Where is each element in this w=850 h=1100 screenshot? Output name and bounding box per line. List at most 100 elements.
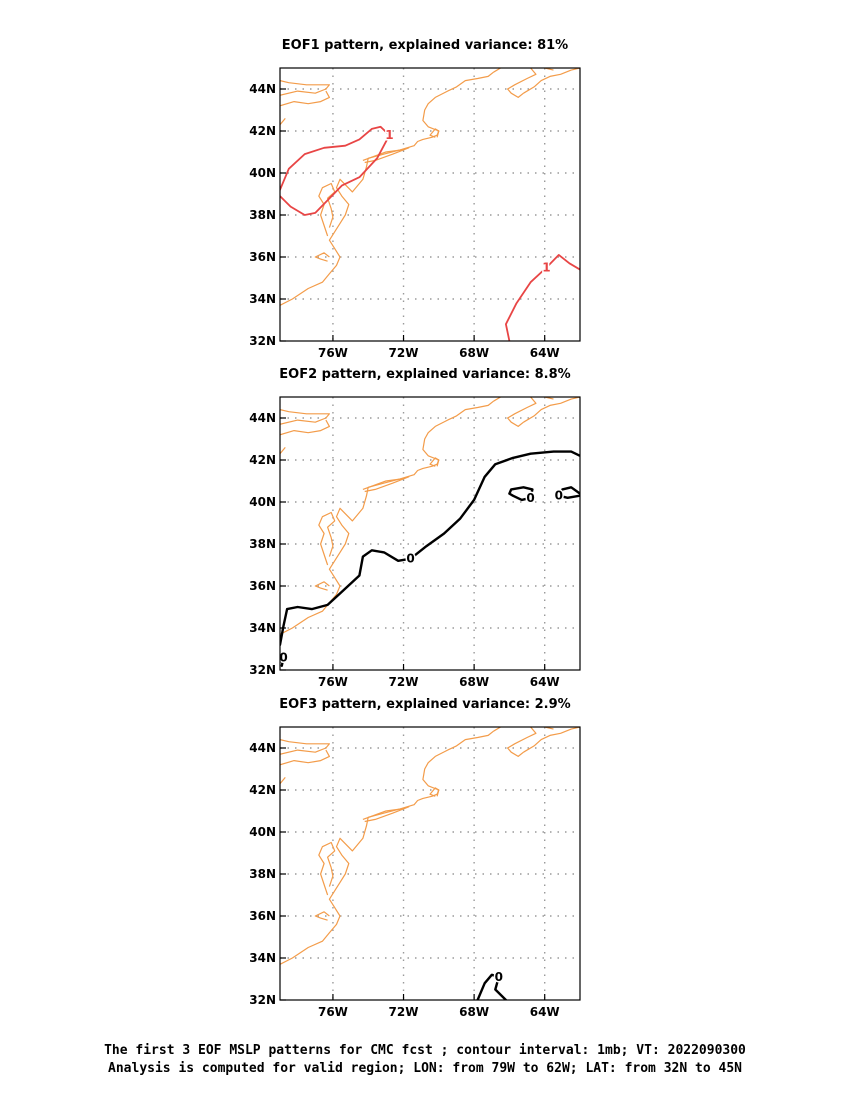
eof2-coastline — [280, 409, 330, 425]
eof3-coastline — [429, 787, 440, 797]
eof3-gridlines — [280, 727, 580, 1000]
eof3-ytick-label: 40N — [249, 825, 276, 839]
eof2-coastline — [280, 447, 286, 455]
eof3-coastline — [280, 739, 330, 755]
eof3-ytick-label: 44N — [249, 741, 276, 755]
eof2-coastline — [429, 457, 440, 467]
eof2-ytick-label: 44N — [249, 411, 276, 425]
eof2-gridlines — [280, 397, 580, 670]
eof3-title: EOF3 pattern, explained variance: 2.9% — [279, 697, 570, 712]
eof1-xtick-label: 72W — [389, 346, 419, 360]
eof1-contour-line — [505, 254, 580, 341]
eof3-coastline — [280, 730, 494, 965]
eof2-coastlines — [280, 397, 580, 635]
eof3-coastline — [314, 911, 330, 921]
eof1-title: EOF1 pattern, explained variance: 81% — [282, 38, 568, 53]
eof1-contour-line — [280, 125, 391, 216]
eof1-coastline — [493, 68, 501, 73]
eof2-panel: EOF2 pattern, explained variance: 8.8% 0 0… — [249, 367, 581, 689]
eof1-ytick-label: 32N — [249, 334, 276, 348]
eof2-xtick-label: 76W — [318, 675, 348, 689]
eof3-ytick-label: 42N — [249, 783, 276, 797]
eof2-contour-line — [557, 486, 580, 499]
eof1-xtick-label: 64W — [530, 346, 560, 360]
eof1-coastline — [280, 118, 286, 126]
eof3-xtick-label: 68W — [459, 1005, 489, 1019]
eof3-coastline — [318, 841, 336, 896]
eof2-contour-line — [280, 450, 580, 646]
eof3-coastlines — [280, 727, 580, 965]
eof1-coastline — [280, 90, 330, 107]
eof2-ytick-label: 32N — [249, 663, 276, 677]
eof3-coastline — [362, 806, 410, 823]
eof1-coastlines — [280, 68, 580, 306]
eof2-coastline — [318, 511, 336, 566]
eof2-contour-line — [508, 486, 534, 502]
eof3-coastline — [507, 727, 537, 757]
eof3-contour-label: 0 — [495, 970, 503, 984]
eof2-contour-label: 0 — [555, 489, 563, 503]
eof2-coastline — [362, 476, 410, 493]
eof2-frame — [279, 396, 581, 671]
eof2-contour-label: 0 — [526, 491, 534, 505]
eof2-ytick-label: 42N — [249, 453, 276, 467]
eof3-ytick-label: 34N — [249, 951, 276, 965]
eof1-xtick-label: 68W — [459, 346, 489, 360]
eof2-coastline — [523, 397, 580, 423]
eof1-panel: EOF1 pattern, explained variance: 81% 1 1 7… — [249, 38, 581, 360]
eof1-ytick-label: 36N — [249, 250, 276, 264]
eof1-coastline — [280, 71, 494, 306]
eof1-contours — [280, 125, 580, 341]
eof1-coastline — [280, 80, 330, 96]
eof3-xtick-label: 76W — [318, 1005, 348, 1019]
eof1-ytick-label: 44N — [249, 82, 276, 96]
eof3-coastline — [280, 777, 286, 785]
eof1-coastline — [318, 182, 336, 237]
eof1-coastline — [314, 252, 330, 262]
figure-caption-line2: Analysis is computed for valid region; L… — [108, 1061, 742, 1076]
eof2-contour-label: 0 — [279, 650, 287, 664]
eof1-coastline — [523, 68, 580, 94]
eof1-coastline — [507, 68, 537, 98]
eof3-xtick-label: 64W — [530, 1005, 560, 1019]
eof1-xtick-label: 76W — [318, 346, 348, 360]
eof2-contour-line — [280, 656, 285, 667]
eof3-coastline — [280, 749, 330, 766]
eof2-coastline — [280, 419, 330, 436]
eof1-ytick-label: 38N — [249, 208, 276, 222]
eof1-ytick-label: 42N — [249, 124, 276, 138]
eof2-contour-label: 0 — [406, 552, 414, 566]
eof2-ytick-label: 40N — [249, 495, 276, 509]
eof1-frame — [279, 67, 581, 342]
eof1-ytick-label: 34N — [249, 292, 276, 306]
eof1-gridlines — [280, 68, 580, 341]
eof2-title: EOF2 pattern, explained variance: 8.8% — [279, 367, 570, 382]
eof3-contour-line — [476, 973, 508, 1000]
eof2-xtick-label: 64W — [530, 675, 560, 689]
eof3-panel: EOF3 pattern, explained variance: 2.9% 0 7… — [249, 697, 581, 1019]
eof2-xtick-label: 68W — [459, 675, 489, 689]
eof1-ytick-label: 40N — [249, 166, 276, 180]
eof3-ytick-label: 32N — [249, 993, 276, 1007]
eof3-ytick-label: 38N — [249, 867, 276, 881]
eof3-ytick-label: 36N — [249, 909, 276, 923]
eof1-coastline — [362, 147, 410, 164]
eof2-coastline — [493, 397, 501, 402]
eof2-ytick-label: 34N — [249, 621, 276, 635]
eof2-contours — [280, 450, 580, 667]
figure-caption-line1: The first 3 EOF MSLP patterns for CMC fc… — [104, 1043, 746, 1058]
eof3-contours — [476, 973, 508, 1000]
eof3-coastline — [493, 727, 501, 732]
eof2-coastline — [507, 397, 537, 427]
eof2-ytick-label: 38N — [249, 537, 276, 551]
eof3-frame — [279, 726, 581, 1001]
eof1-coastline — [429, 128, 440, 138]
eof2-xtick-label: 72W — [389, 675, 419, 689]
eof3-coastline — [523, 727, 580, 753]
eof2-ytick-label: 36N — [249, 579, 276, 593]
eof2-coastline — [314, 581, 330, 591]
eof1-contour-label: 1 — [542, 261, 550, 275]
eof1-contour-label: 1 — [385, 128, 393, 142]
eof3-xtick-label: 72W — [389, 1005, 419, 1019]
